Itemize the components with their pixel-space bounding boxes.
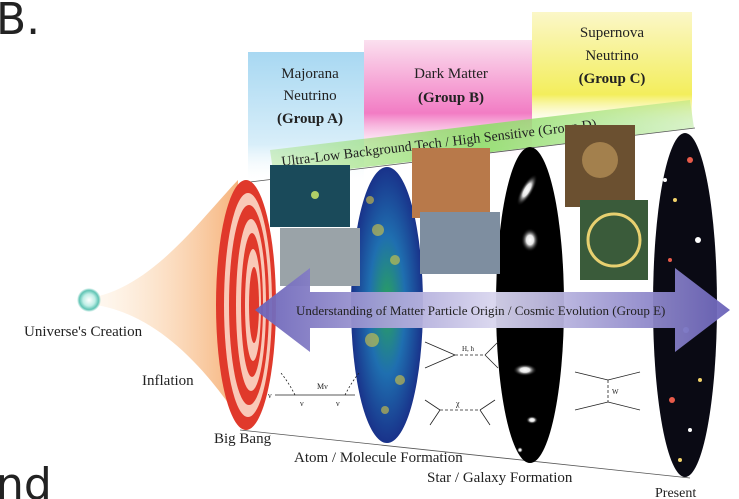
- feynman-chi: χ: [455, 399, 460, 408]
- group-c-line1: Supernova: [580, 25, 644, 41]
- label-universe-creation: Universe's Creation: [24, 324, 143, 340]
- group-d-band: [270, 100, 694, 178]
- label-inflation: Inflation: [142, 373, 194, 389]
- photo-crystal-array: [412, 148, 490, 218]
- galaxy-shapes: [513, 174, 539, 453]
- inflation-cone: [88, 180, 240, 420]
- group-c-line2: Neutrino: [585, 48, 638, 64]
- corner-text-bottom: nd: [0, 459, 52, 499]
- group-e-label: Understanding of Matter Particle Origin …: [296, 303, 665, 318]
- feynman-mass: Mν: [317, 382, 328, 391]
- group-b-line1: Dark Matter: [414, 66, 488, 82]
- label-present: Present: [655, 486, 696, 499]
- photo-detector-electronics: [420, 212, 500, 274]
- group-b-line2: (Group B): [418, 90, 484, 106]
- feynman-nu-right: ν: [336, 399, 340, 408]
- timeline-bottom-edge: [239, 429, 691, 479]
- group-a-line1: Majorana: [281, 66, 339, 82]
- feynman-higgs: H, h: [462, 345, 475, 353]
- label-atom-formation: Atom / Molecule Formation: [294, 450, 463, 466]
- label-star-formation: Star / Galaxy Formation: [427, 470, 573, 486]
- feynman-w: W: [612, 388, 619, 396]
- feynman-majorana: [275, 372, 360, 396]
- feynman-nu-mid: ν: [300, 399, 304, 408]
- group-a-line3: (Group A): [277, 111, 343, 127]
- corner-text-top: B.: [0, 0, 40, 45]
- group-c-line3: (Group C): [579, 71, 646, 87]
- feynman-supernova: [574, 371, 641, 411]
- photo-lab-equipment: [280, 228, 360, 286]
- photo-underwater-detector: [270, 165, 350, 227]
- group-e-arrow: [255, 268, 730, 352]
- cmb-spots: [365, 196, 405, 414]
- creation-dot: [77, 288, 101, 312]
- feynman-dark-matter: [424, 341, 499, 426]
- photo-photomultiplier-sphere: [580, 200, 648, 280]
- label-big-bang: Big Bang: [214, 431, 272, 447]
- group-a-line2: Neutrino: [283, 88, 336, 104]
- feynman-nu-left: ν: [268, 391, 272, 400]
- big-bang-rings: [216, 180, 276, 430]
